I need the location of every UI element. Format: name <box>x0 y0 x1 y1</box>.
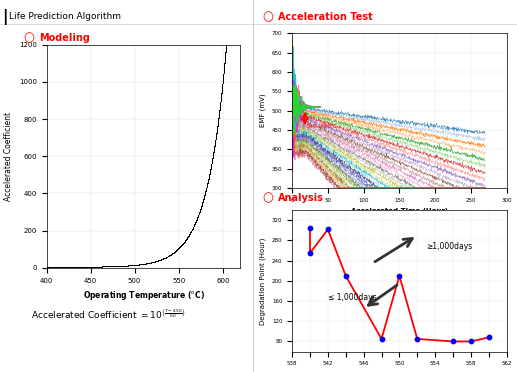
Y-axis label: Accelerated Coefficient: Accelerated Coefficient <box>4 112 13 201</box>
Text: ○: ○ <box>263 10 273 23</box>
Text: Accelerated Coefficient $= 10^{\left(\frac{T-450}{50}\right)}$: Accelerated Coefficient $= 10^{\left(\fr… <box>31 308 186 321</box>
Text: ○: ○ <box>263 192 273 204</box>
Text: |: | <box>3 9 8 25</box>
Text: Life Prediction Algorithm: Life Prediction Algorithm <box>9 12 121 21</box>
Point <box>377 336 386 342</box>
Text: ○: ○ <box>23 32 34 44</box>
Point <box>324 227 332 232</box>
Text: Acceleration Test: Acceleration Test <box>278 12 373 22</box>
X-axis label: Accelerated Time (Hour): Accelerated Time (Hour) <box>351 208 448 214</box>
Text: ≤ 1,000days: ≤ 1,000days <box>328 292 376 302</box>
Point <box>467 339 475 344</box>
X-axis label: Operating Temperature ($^{o}$C): Operating Temperature ($^{o}$C) <box>83 289 204 302</box>
Point <box>484 334 493 340</box>
Text: 540~620°C: 540~620°C <box>307 124 337 129</box>
Y-axis label: EMF (mV): EMF (mV) <box>260 94 266 128</box>
Point <box>395 273 403 279</box>
Text: Analysis: Analysis <box>278 193 324 203</box>
Point <box>306 225 314 231</box>
Point <box>306 250 314 256</box>
Point <box>449 339 457 344</box>
Text: ≥1,000days: ≥1,000days <box>426 242 473 251</box>
Point <box>413 336 421 342</box>
Point <box>342 273 350 279</box>
Text: Modeling: Modeling <box>39 33 89 43</box>
Y-axis label: Degradation Point (Hour): Degradation Point (Hour) <box>260 237 266 324</box>
